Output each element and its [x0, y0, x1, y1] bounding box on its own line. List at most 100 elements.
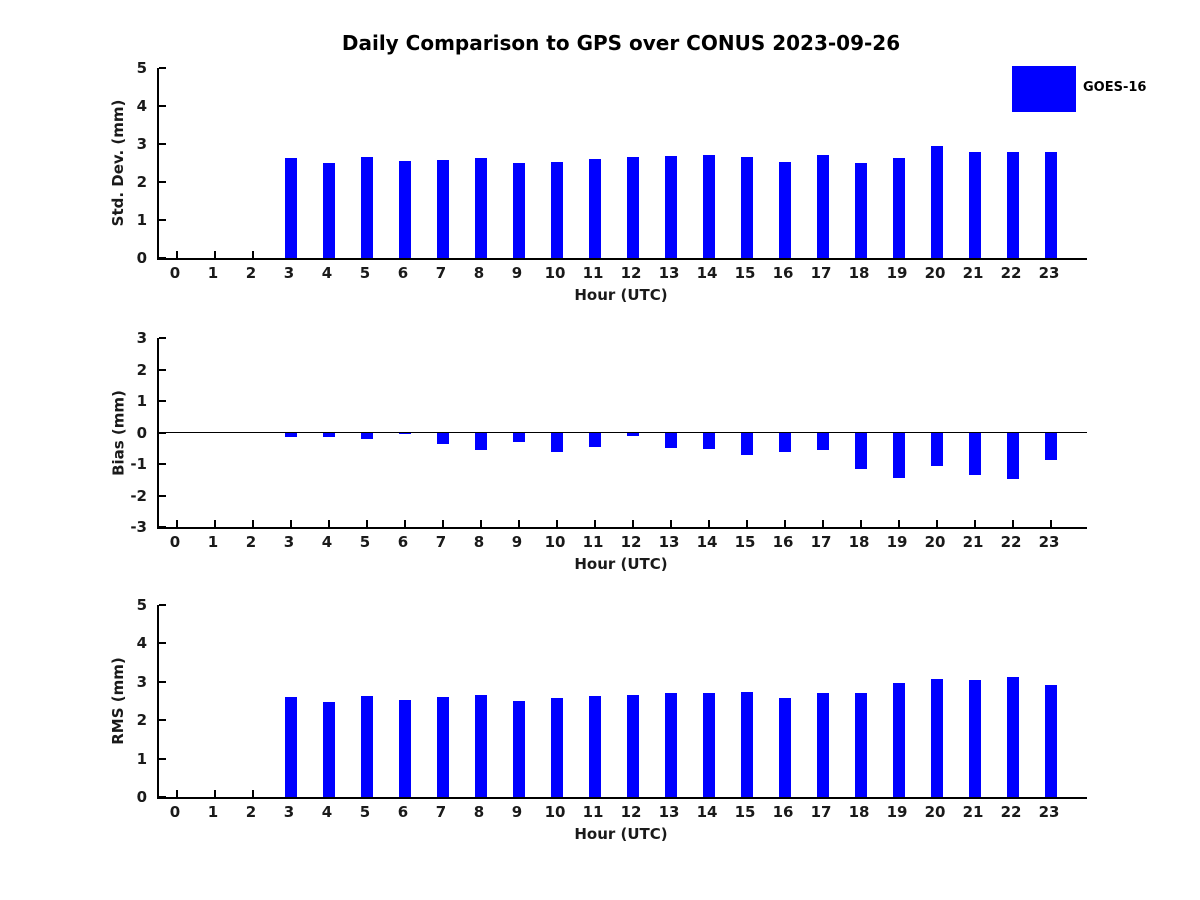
y-tick-mark — [159, 604, 166, 606]
bar-hour-4 — [323, 432, 335, 437]
x-tick-mark — [556, 251, 558, 258]
x-tick-mark — [176, 251, 178, 258]
y-tick-mark — [159, 431, 166, 434]
x-tick-mark — [784, 251, 786, 258]
x-tick-label: 13 — [658, 803, 680, 821]
x-tick-mark — [708, 520, 710, 527]
x-tick-label: 1 — [207, 533, 219, 551]
x-tick-label: 9 — [511, 533, 523, 551]
x-tick-mark — [632, 520, 634, 527]
x-tick-label: 12 — [620, 533, 642, 551]
bar-hour-8 — [475, 432, 487, 451]
y-tick-label: 3 — [136, 135, 147, 153]
x-tick-mark — [860, 520, 862, 527]
x-tick-label: 2 — [245, 803, 257, 821]
y-tick-label: -2 — [130, 486, 147, 505]
bar-hour-16 — [779, 697, 791, 797]
y-tick-label: 1 — [136, 211, 147, 229]
x-tick-label: 21 — [962, 264, 984, 282]
x-tick-label: 16 — [772, 803, 794, 821]
bar-hour-13 — [665, 155, 677, 258]
bar-hour-18 — [855, 163, 867, 258]
x-tick-mark — [556, 790, 558, 797]
bar-hour-8 — [475, 158, 487, 258]
bar-hour-10 — [551, 697, 563, 797]
bar-hour-12 — [627, 156, 639, 258]
x-tick-label: 3 — [283, 264, 295, 282]
bar-hour-21 — [969, 152, 981, 258]
x-tick-label: 19 — [886, 803, 908, 821]
x-tick-mark — [366, 790, 368, 797]
x-tick-label: 8 — [473, 264, 485, 282]
x-tick-label: 22 — [1000, 533, 1022, 551]
x-tick-mark — [252, 251, 254, 258]
x-tick-mark — [594, 251, 596, 258]
x-tick-mark — [366, 520, 368, 527]
x-tick-label: 19 — [886, 264, 908, 282]
x-tick-mark — [670, 251, 672, 258]
x-tick-mark — [518, 520, 520, 527]
x-tick-label: 4 — [321, 264, 333, 282]
bar-hour-9 — [513, 701, 525, 797]
x-tick-label: 2 — [245, 264, 257, 282]
x-tick-mark — [480, 251, 482, 258]
bar-hour-20 — [931, 678, 943, 797]
y-tick-mark — [159, 719, 166, 722]
x-tick-label: 19 — [886, 533, 908, 551]
bar-hour-23 — [1045, 151, 1057, 258]
x-tick-mark — [708, 251, 710, 258]
bar-hour-6 — [399, 699, 411, 797]
x-tick-mark — [822, 790, 824, 797]
x-tick-mark — [328, 251, 330, 258]
bar-hour-11 — [589, 432, 601, 447]
y-tick-label: 0 — [136, 423, 147, 442]
y-tick-label: 3 — [136, 672, 147, 691]
x-tick-mark — [898, 251, 900, 258]
x-tick-label: 0 — [169, 803, 181, 821]
x-tick-label: 12 — [620, 264, 642, 282]
x-tick-label: 6 — [397, 264, 409, 282]
bar-hour-20 — [931, 146, 943, 258]
x-tick-label: 1 — [207, 803, 219, 821]
x-tick-label: 14 — [696, 533, 718, 551]
x-tick-label: 7 — [435, 264, 447, 282]
y-tick-label: 2 — [136, 711, 147, 730]
y-tick-label: 4 — [136, 97, 147, 115]
bar-hour-6 — [399, 432, 411, 435]
bar-hour-11 — [589, 158, 601, 258]
y-tick-label: -3 — [130, 518, 147, 536]
x-tick-mark — [518, 790, 520, 797]
bar-hour-12 — [627, 695, 639, 797]
y-tick-mark — [159, 757, 166, 760]
x-tick-mark — [328, 520, 330, 527]
x-tick-label: 15 — [734, 264, 756, 282]
x-tick-label: 22 — [1000, 264, 1022, 282]
x-tick-label: 23 — [1038, 803, 1060, 821]
x-tick-mark — [518, 251, 520, 258]
bar-hour-4 — [323, 702, 335, 797]
x-tick-label: 16 — [772, 533, 794, 551]
y-tick-mark — [159, 257, 166, 259]
bar-hour-14 — [703, 155, 715, 258]
x-tick-label: 6 — [397, 533, 409, 551]
y-tick-mark — [159, 400, 166, 402]
y-tick-label: 2 — [136, 173, 147, 191]
bar-hour-5 — [361, 695, 373, 797]
y-tick-mark — [159, 181, 166, 183]
bar-hour-15 — [741, 692, 753, 797]
y-tick-mark — [159, 337, 166, 339]
x-tick-mark — [176, 520, 178, 527]
bar-hour-14 — [703, 432, 715, 450]
x-tick-label: 17 — [810, 803, 832, 821]
zero-line — [159, 432, 1087, 433]
y-tick-mark — [159, 219, 166, 221]
x-tick-label: 4 — [321, 803, 333, 821]
bar-hour-16 — [779, 432, 791, 452]
x-tick-mark — [480, 520, 482, 527]
x-tick-mark — [252, 520, 254, 527]
x-tick-label: 2 — [245, 533, 257, 551]
x-tick-mark — [898, 520, 900, 527]
plot-area — [157, 604, 1087, 799]
